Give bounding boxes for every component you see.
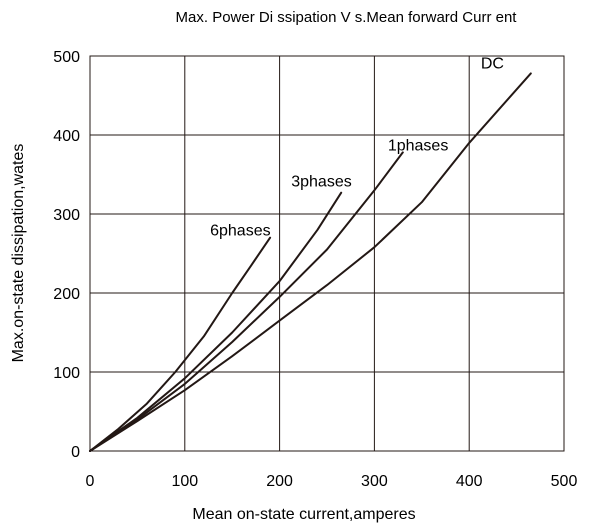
y-tick-label: 300 — [53, 207, 80, 224]
x-axis-ticks: 0 100 200 300 400 500 — [86, 473, 578, 490]
series-lines — [89, 72, 532, 452]
plot-frame — [89, 55, 565, 452]
y-tick-label: 400 — [53, 128, 80, 145]
y-axis-label: Max.on-state dissipation,wates — [10, 144, 27, 363]
series-labels: 6phases 3phases 1phases DC — [210, 55, 504, 239]
y-tick-label: 0 — [71, 444, 80, 461]
x-tick-label: 100 — [171, 473, 198, 490]
y-tick-label: 200 — [53, 286, 80, 303]
x-tick-label: 300 — [361, 473, 388, 490]
x-tick-label: 200 — [266, 473, 293, 490]
y-axis-ticks: 0 100 200 300 400 500 — [53, 49, 80, 461]
y-tick-label: 100 — [53, 365, 80, 382]
series-line-dc — [89, 72, 532, 452]
x-axis-label: Mean on-state current,amperes — [192, 506, 415, 523]
series-line-6phases — [89, 236, 272, 452]
series-label-1phases: 1phases — [388, 137, 449, 154]
x-tick-label: 500 — [551, 473, 578, 490]
y-tick-label: 500 — [53, 49, 80, 66]
series-label-3phases: 3phases — [291, 174, 352, 191]
series-label-6phases: 6phases — [210, 223, 271, 240]
series-line-3phases — [89, 191, 343, 452]
x-tick-label: 0 — [86, 473, 95, 490]
x-tick-label: 400 — [456, 473, 483, 490]
series-line-1phases — [89, 151, 404, 452]
series-label-dc: DC — [481, 55, 504, 72]
chart-title: Max. Power Di ssipation V s.Mean forward… — [176, 9, 518, 26]
